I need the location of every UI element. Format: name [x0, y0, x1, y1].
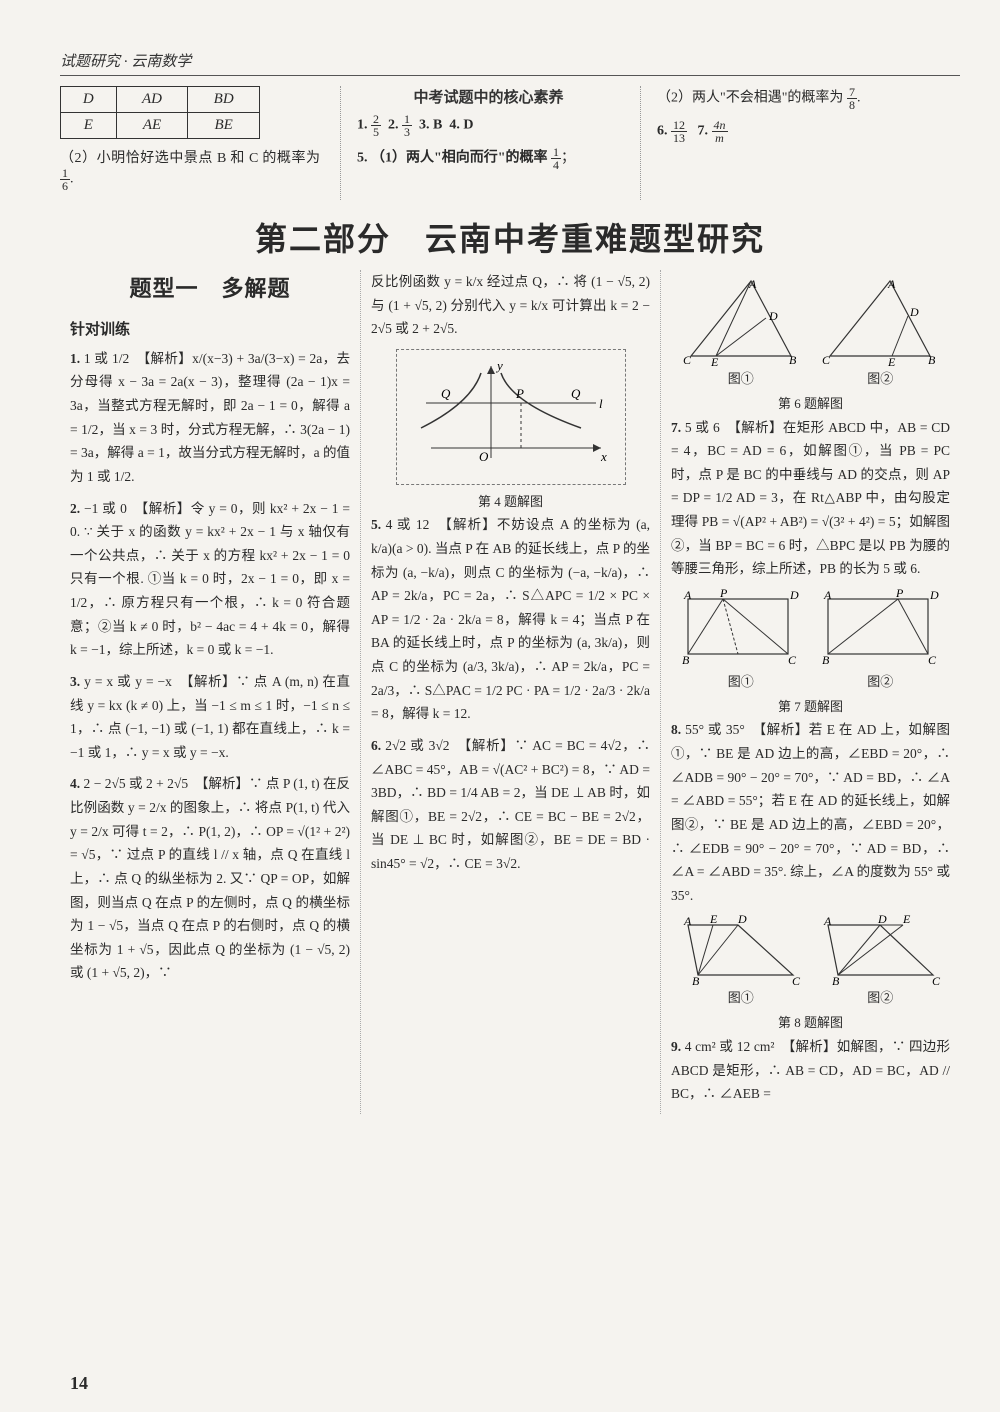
part-title: 第二部分 云南中考重难题型研究	[60, 214, 960, 260]
core-literacy-title: 中考试题中的核心素养	[357, 86, 620, 107]
svg-text:D: D	[789, 589, 799, 602]
svg-text:P: P	[895, 589, 904, 600]
fraction: 16	[60, 167, 70, 192]
practice-label: 针对训练	[70, 317, 350, 343]
figure-4: Q P Q l O x y	[396, 349, 626, 485]
svg-text:B: B	[692, 974, 700, 985]
svg-text:P: P	[719, 589, 728, 600]
svg-text:E: E	[902, 915, 911, 926]
q3: 3. y = x 或 y = −x 【解析】∵ 点 A (m, n) 在直线 y…	[70, 670, 350, 765]
q2: 2. −1 或 0 【解析】令 y = 0，则 kx² + 2x − 1 = 0…	[70, 497, 350, 662]
figure-8a-svg: A E D B C	[678, 915, 803, 985]
svg-text:E: E	[887, 355, 896, 366]
figure-6a-svg: A C B D E	[681, 276, 801, 366]
label-O: O	[479, 449, 489, 464]
table-row: E AE BE	[61, 113, 260, 139]
figure-6-caption: 第 6 题解图	[671, 393, 950, 416]
svg-text:D: D	[929, 589, 939, 602]
top-row: D AD BD E AE BE （2）小明恰好选中景点 B 和 C 的概率为 1…	[60, 86, 960, 200]
svg-text:D: D	[909, 305, 919, 319]
svg-text:B: B	[789, 353, 797, 366]
q5: 5. 4 或 12 【解析】不妨设点 A 的坐标为 (a, k/a)(a > 0…	[371, 513, 650, 726]
prob-note: （2）小明恰好选中景点 B 和 C 的概率为 16.	[60, 147, 320, 192]
column-1: 题型一 多解题 针对训练 1. 1 或 1/2 【解析】x/(x−3) + 3a…	[60, 270, 360, 1114]
svg-text:E: E	[709, 915, 718, 926]
svg-text:C: C	[822, 353, 831, 366]
top-right-line2: 6. 1213 7. 4nm	[657, 119, 920, 144]
figure-8: A E D B C A D E B C	[671, 915, 950, 985]
figure-7: A P D B C A P D B C	[671, 589, 950, 669]
cell: E	[61, 113, 117, 139]
cell: BE	[188, 113, 260, 139]
q4-cont: 反比例函数 y = k/x 经过点 Q，∴ 将 (1 − √5, 2) 与 (1…	[371, 270, 650, 341]
top-left-block: D AD BD E AE BE （2）小明恰好选中景点 B 和 C 的概率为 1…	[60, 86, 320, 200]
column-3: A C B D E A C B D E 图① 图② 第 6 题解图 7. 5 或…	[660, 270, 960, 1114]
figure-6-subs: 图① 图②	[671, 368, 950, 391]
option-table: D AD BD E AE BE	[60, 86, 260, 139]
svg-text:B: B	[822, 653, 830, 667]
note-text: （2）小明恰好选中景点 B 和 C 的概率为	[60, 151, 320, 166]
svg-text:B: B	[682, 653, 690, 667]
svg-text:C: C	[928, 653, 937, 667]
svg-text:A: A	[823, 915, 832, 928]
q1: 1. 1 或 1/2 【解析】x/(x−3) + 3a/(3−x) = 2a，去…	[70, 347, 350, 489]
label-Q2: Q	[571, 386, 581, 401]
label-y: y	[495, 358, 503, 373]
cell: BD	[188, 87, 260, 113]
figure-8b-svg: A D E B C	[818, 915, 943, 985]
top-right-block: （2）两人"不会相遇"的概率为 78. 6. 1213 7. 4nm	[640, 86, 920, 200]
page-number: 14	[70, 1373, 88, 1394]
literacy-answers: 1. 25 2. 13 3. B 4. D	[357, 113, 620, 138]
label-x: x	[600, 449, 607, 464]
top-mid-block: 中考试题中的核心素养 1. 25 2. 13 3. B 4. D 5. （1）两…	[340, 86, 620, 200]
page-header: 试题研究 · 云南数学	[60, 50, 960, 76]
svg-text:C: C	[788, 653, 797, 667]
main-columns: 题型一 多解题 针对训练 1. 1 或 1/2 【解析】x/(x−3) + 3a…	[60, 270, 960, 1114]
svg-text:D: D	[737, 915, 747, 926]
figure-8-subs: 图① 图②	[671, 987, 950, 1010]
q9: 9. 4 cm² 或 12 cm² 【解析】如解图，∵ 四边形 ABCD 是矩形…	[671, 1035, 950, 1106]
svg-text:A: A	[683, 915, 692, 928]
q7: 7. 5 或 6 【解析】在矩形 ABCD 中，AB = CD = 4，BC =…	[671, 416, 950, 581]
literacy-q5: 5. （1）两人"相向而行"的概率 14；	[357, 146, 620, 171]
figure-8-caption: 第 8 题解图	[671, 1012, 950, 1035]
svg-text:A: A	[887, 277, 896, 291]
svg-text:A: A	[748, 277, 757, 291]
top-right-line1: （2）两人"不会相遇"的概率为 78.	[657, 86, 920, 111]
svg-text:C: C	[683, 353, 692, 366]
table-row: D AD BD	[61, 87, 260, 113]
cell: AE	[116, 113, 188, 139]
column-2: 反比例函数 y = k/x 经过点 Q，∴ 将 (1 − √5, 2) 与 (1…	[360, 270, 660, 1114]
figure-6b-svg: A C B D E	[820, 276, 940, 366]
cell: AD	[116, 87, 188, 113]
svg-text:A: A	[823, 589, 832, 602]
svg-text:D: D	[877, 915, 887, 926]
figure-7-subs: 图① 图②	[671, 671, 950, 694]
figure-6: A C B D E A C B D E	[671, 276, 950, 366]
type1-title: 题型一 多解题	[70, 270, 350, 309]
svg-text:B: B	[832, 974, 840, 985]
svg-text:E: E	[710, 355, 719, 366]
label-P: P	[515, 386, 524, 401]
label-l: l	[599, 396, 603, 411]
figure-4-caption: 第 4 题解图	[371, 491, 650, 514]
svg-text:C: C	[932, 974, 941, 985]
figure-7-caption: 第 7 题解图	[671, 696, 950, 719]
svg-text:A: A	[683, 589, 692, 602]
figure-7a-svg: A P D B C	[678, 589, 803, 669]
label-Q1: Q	[441, 386, 451, 401]
cell: D	[61, 87, 117, 113]
q6: 6. 2√2 或 3√2 【解析】∵ AC = BC = 4√2，∴ ∠ABC …	[371, 734, 650, 876]
q4: 4. 2 − 2√5 或 2 + 2√5 【解析】∵ 点 P (1, t) 在反…	[70, 772, 350, 985]
svg-text:B: B	[928, 353, 936, 366]
figure-4-svg: Q P Q l O x y	[411, 358, 611, 468]
q8: 8. 55° 或 35° 【解析】若 E 在 AD 上，如解图①，∵ BE 是 …	[671, 718, 950, 907]
svg-text:C: C	[792, 974, 801, 985]
svg-text:D: D	[768, 309, 778, 323]
figure-7b-svg: A P D B C	[818, 589, 943, 669]
